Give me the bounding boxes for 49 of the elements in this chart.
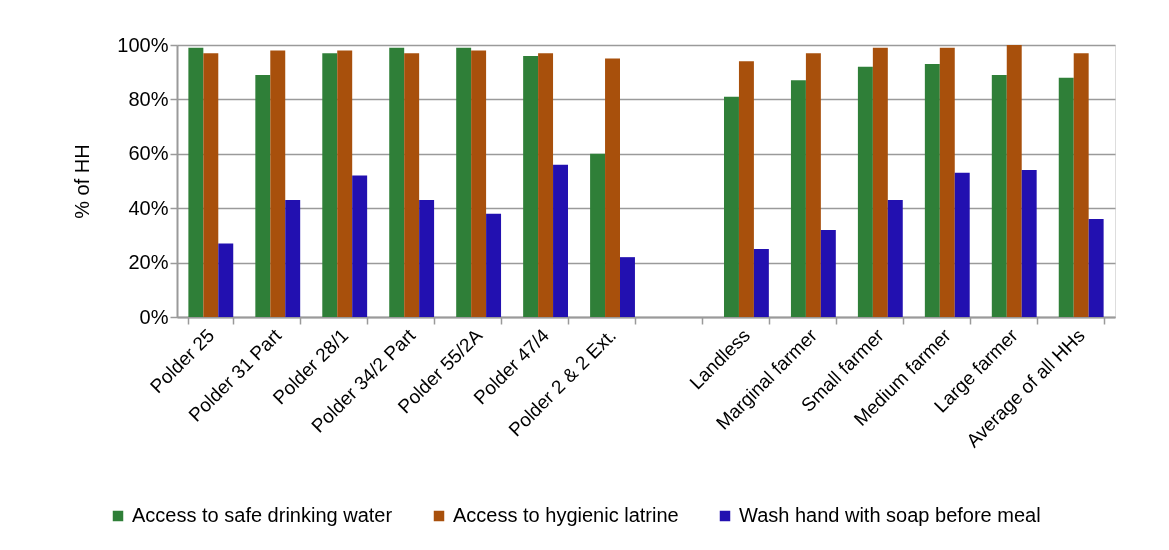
bar <box>1006 45 1022 317</box>
legend-label: Access to hygienic latrine <box>453 504 679 526</box>
legend-label: Access to safe drinking water <box>132 504 393 526</box>
bar <box>753 249 769 317</box>
bar <box>1073 53 1089 317</box>
bar <box>820 229 836 317</box>
bar <box>620 257 635 317</box>
bar <box>337 50 353 317</box>
bar <box>419 200 435 317</box>
bar <box>471 50 487 317</box>
bar <box>954 172 970 317</box>
bar <box>738 61 754 317</box>
bar <box>887 200 903 317</box>
bar <box>352 175 368 317</box>
bar <box>857 66 873 317</box>
bar <box>404 53 420 317</box>
bar <box>805 53 821 317</box>
y-tick-label: 100% <box>117 33 169 56</box>
bar <box>872 47 888 317</box>
bar <box>991 74 1007 317</box>
bar <box>456 47 472 317</box>
y-axis-title: % of HH <box>71 144 94 219</box>
bar <box>1058 77 1074 317</box>
bar <box>924 64 940 317</box>
bar <box>939 47 955 317</box>
legend-label: Wash hand with soap before meal <box>739 504 1041 526</box>
bar <box>218 243 234 317</box>
bar <box>255 74 271 317</box>
bar <box>322 53 338 317</box>
bar <box>188 47 204 317</box>
bar <box>203 53 219 317</box>
y-tick-label: 80% <box>128 87 169 110</box>
bar <box>523 55 539 317</box>
bar <box>605 58 620 317</box>
bar <box>538 53 554 317</box>
bar <box>1088 219 1104 317</box>
y-tick-label: 60% <box>128 142 169 165</box>
bar <box>285 200 301 317</box>
bar <box>270 50 286 317</box>
bar <box>553 164 568 317</box>
bar <box>486 213 502 317</box>
y-tick-label: 0% <box>139 305 169 328</box>
bar <box>1021 170 1037 317</box>
bar <box>724 96 739 317</box>
y-tick-label: 40% <box>128 196 169 219</box>
bar <box>389 47 405 317</box>
bar <box>590 153 606 317</box>
bar <box>790 80 806 317</box>
y-tick-label: 20% <box>128 251 169 274</box>
